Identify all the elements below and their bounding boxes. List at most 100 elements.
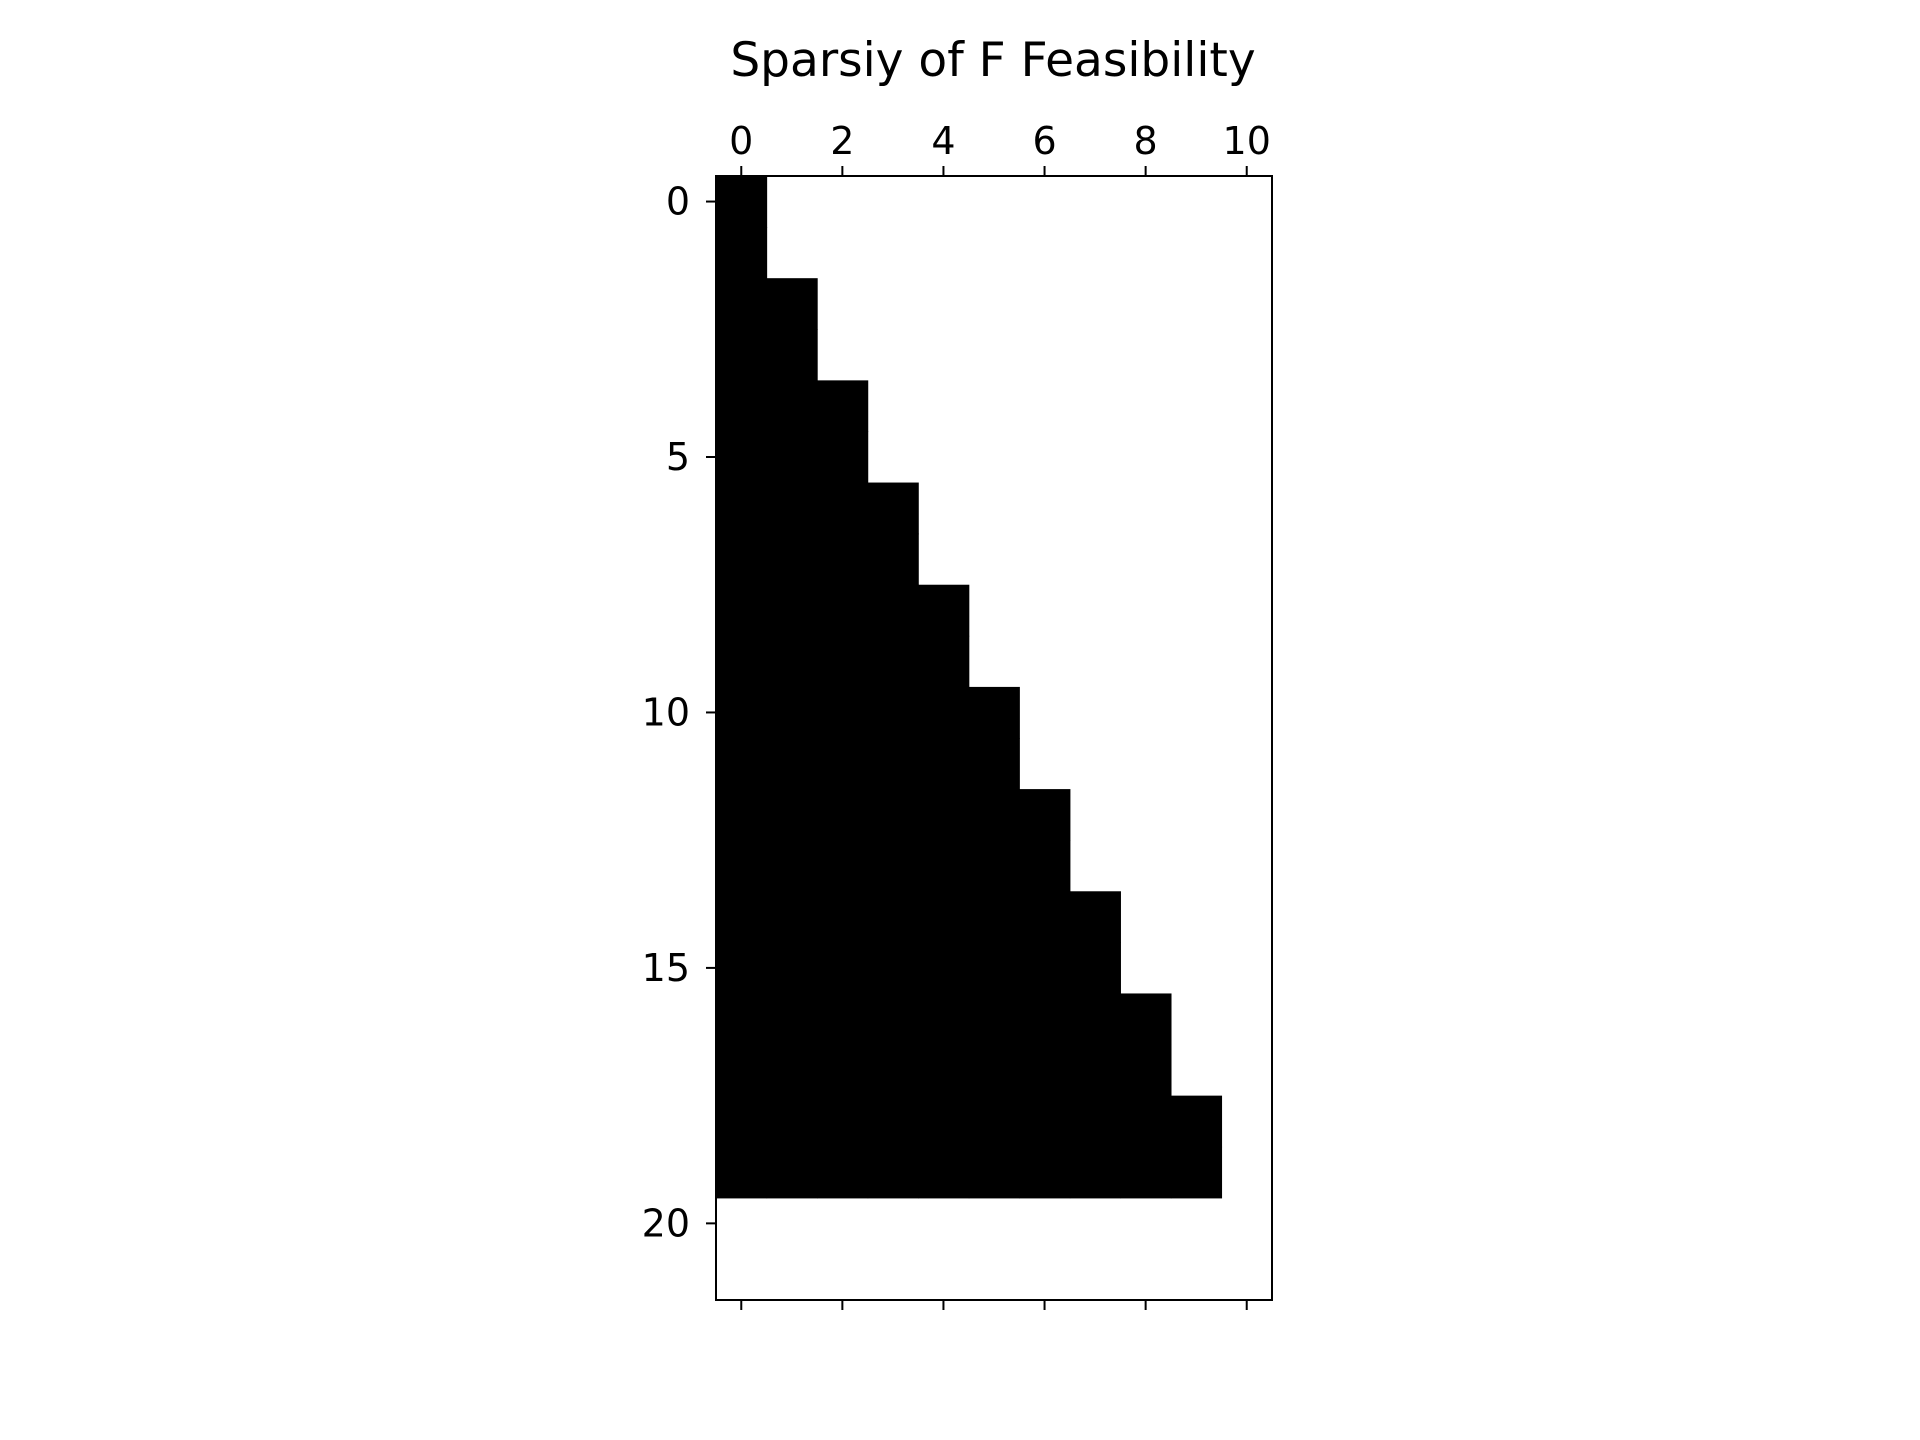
filled-cell bbox=[817, 1095, 869, 1148]
chart-title: Sparsiy of F Feasibility bbox=[730, 33, 1255, 88]
x-tick-label: 10 bbox=[1223, 119, 1271, 163]
filled-cell bbox=[766, 482, 818, 535]
x-tick-label: 8 bbox=[1134, 119, 1158, 163]
filled-cell bbox=[817, 993, 869, 1046]
y-tick-label: 5 bbox=[666, 435, 690, 479]
filled-cell bbox=[766, 942, 818, 995]
filled-cell bbox=[968, 738, 1020, 790]
filled-cell bbox=[716, 380, 768, 433]
filled-cell bbox=[867, 1146, 919, 1199]
filled-cell bbox=[716, 1044, 768, 1097]
filled-cell bbox=[968, 942, 1020, 995]
filled-cell bbox=[918, 942, 970, 995]
y-tick-label: 20 bbox=[642, 1201, 690, 1245]
filled-cell bbox=[968, 1146, 1020, 1199]
filled-cell bbox=[918, 993, 970, 1046]
filled-cell bbox=[867, 533, 919, 586]
filled-cell bbox=[716, 686, 768, 739]
x-tick-label: 4 bbox=[931, 119, 955, 163]
filled-cell bbox=[968, 993, 1020, 1046]
filled-cell bbox=[817, 1146, 869, 1199]
filled-cell bbox=[817, 431, 869, 484]
filled-cell bbox=[1120, 993, 1172, 1046]
sparsity-cells bbox=[716, 176, 1223, 1199]
filled-cell bbox=[867, 840, 919, 892]
filled-cell bbox=[817, 584, 869, 637]
filled-cell bbox=[716, 738, 768, 790]
filled-cell bbox=[918, 840, 970, 892]
filled-cell bbox=[1019, 942, 1071, 995]
filled-cell bbox=[766, 584, 818, 637]
filled-cell bbox=[817, 482, 869, 535]
filled-cell bbox=[968, 1044, 1020, 1097]
filled-cell bbox=[968, 789, 1020, 841]
filled-cell bbox=[1019, 840, 1071, 892]
filled-cell bbox=[968, 840, 1020, 892]
filled-cell bbox=[817, 635, 869, 688]
filled-cell bbox=[1019, 1044, 1071, 1097]
filled-cell bbox=[1069, 1146, 1121, 1199]
filled-cell bbox=[766, 329, 818, 381]
x-tick-label: 6 bbox=[1032, 119, 1056, 163]
filled-cell bbox=[716, 993, 768, 1046]
plot-frame bbox=[715, 175, 1273, 1301]
filled-cell bbox=[817, 942, 869, 995]
filled-cell bbox=[817, 533, 869, 586]
filled-cell bbox=[918, 1146, 970, 1199]
filled-cell bbox=[766, 840, 818, 892]
filled-cell bbox=[1120, 1095, 1172, 1148]
filled-cell bbox=[867, 1044, 919, 1097]
filled-cell bbox=[716, 431, 768, 484]
filled-cell bbox=[716, 840, 768, 892]
filled-cell bbox=[867, 686, 919, 739]
filled-cell bbox=[1019, 891, 1071, 943]
filled-cell bbox=[1069, 891, 1121, 943]
filled-cell bbox=[716, 584, 768, 637]
filled-cell bbox=[918, 1044, 970, 1097]
filled-cell bbox=[1170, 1095, 1223, 1148]
filled-cell bbox=[918, 891, 970, 943]
filled-cell bbox=[817, 789, 869, 841]
filled-cell bbox=[918, 584, 970, 637]
filled-cell bbox=[1019, 1095, 1071, 1148]
filled-cell bbox=[1069, 1095, 1121, 1148]
filled-cell bbox=[867, 789, 919, 841]
filled-cell bbox=[716, 533, 768, 586]
filled-cell bbox=[716, 329, 768, 381]
filled-cell bbox=[1019, 789, 1071, 841]
filled-cell bbox=[867, 993, 919, 1046]
filled-cell bbox=[867, 891, 919, 943]
filled-cell bbox=[766, 1095, 818, 1148]
filled-cell bbox=[1069, 993, 1121, 1046]
filled-cell bbox=[1120, 1044, 1172, 1097]
filled-cell bbox=[867, 635, 919, 688]
filled-cell bbox=[918, 789, 970, 841]
y-tick-label: 10 bbox=[642, 690, 690, 734]
x-tick-label: 0 bbox=[729, 119, 753, 163]
filled-cell bbox=[766, 380, 818, 433]
filled-cell bbox=[968, 686, 1020, 739]
filled-cell bbox=[918, 686, 970, 739]
filled-cell bbox=[766, 686, 818, 739]
filled-cell bbox=[716, 1146, 768, 1199]
filled-cell bbox=[766, 533, 818, 586]
y-tick-label: 15 bbox=[642, 946, 690, 990]
filled-cell bbox=[867, 738, 919, 790]
filled-cell bbox=[766, 431, 818, 484]
filled-cell bbox=[766, 789, 818, 841]
filled-cell bbox=[968, 891, 1020, 943]
filled-cell bbox=[716, 176, 768, 228]
y-tick-label: 0 bbox=[666, 180, 690, 224]
filled-cell bbox=[766, 993, 818, 1046]
filled-cell bbox=[1120, 1146, 1172, 1199]
filled-cell bbox=[716, 789, 768, 841]
filled-cell bbox=[968, 1095, 1020, 1148]
filled-cell bbox=[918, 635, 970, 688]
filled-cell bbox=[716, 482, 768, 535]
filled-cell bbox=[817, 1044, 869, 1097]
filled-cell bbox=[1170, 1146, 1223, 1199]
filled-cell bbox=[766, 1146, 818, 1199]
filled-cell bbox=[716, 1095, 768, 1148]
filled-cell bbox=[817, 738, 869, 790]
filled-cell bbox=[766, 738, 818, 790]
